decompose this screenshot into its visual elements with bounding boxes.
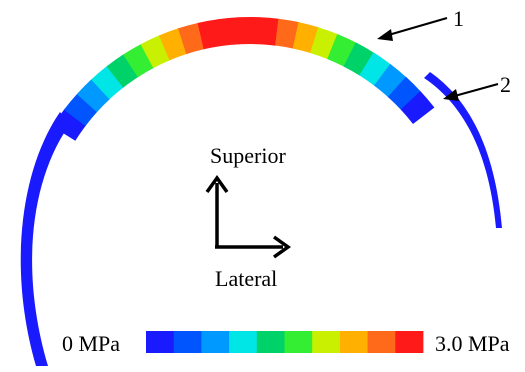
coating-wedge [275, 18, 300, 49]
coating-band [52, 16, 435, 141]
coating-wedge [327, 34, 357, 67]
coating-wedge [374, 63, 407, 98]
legend-swatch [312, 331, 341, 353]
legend-swatch [339, 331, 368, 353]
legend-swatch [173, 331, 202, 353]
legend-swatch [395, 331, 424, 353]
coating-wedge [197, 19, 223, 50]
coating-wedge [123, 43, 155, 78]
coating-wedge [91, 65, 124, 100]
coating-wedge [217, 17, 241, 46]
legend-min-label: 0 MPa [62, 331, 120, 356]
coating-wedge [343, 42, 375, 76]
legend-swatch [201, 331, 230, 353]
coating-wedge [387, 76, 422, 111]
coating-wedge [257, 17, 280, 46]
orientation-axes [205, 174, 292, 259]
legend-max-label: 3.0 MPa [435, 331, 510, 356]
legend-swatch [284, 331, 313, 353]
substrate-ring [20, 72, 503, 366]
callout-arrow-2 [443, 82, 499, 101]
callout-arrow-1 [377, 16, 448, 41]
coating-wedge [400, 91, 435, 124]
coating-wedge [106, 53, 139, 88]
legend-swatch [367, 331, 396, 353]
coating-wedge [178, 22, 205, 55]
coating-wedge [359, 52, 392, 87]
coating-wedge [159, 28, 188, 61]
callout-label-2: 2 [500, 72, 511, 97]
legend-swatch [256, 331, 285, 353]
axis-label-lateral: Lateral [215, 266, 277, 291]
coating-wedge [237, 16, 260, 45]
axis-label-superior: Superior [210, 143, 286, 168]
callout-label-1: 1 [453, 6, 464, 31]
coating-wedge [52, 108, 87, 141]
legend-swatch [146, 331, 175, 353]
legend-swatch [229, 331, 258, 353]
color-legend-bar [146, 331, 424, 353]
coating-wedge [76, 78, 111, 113]
coating-wedge [63, 93, 98, 126]
